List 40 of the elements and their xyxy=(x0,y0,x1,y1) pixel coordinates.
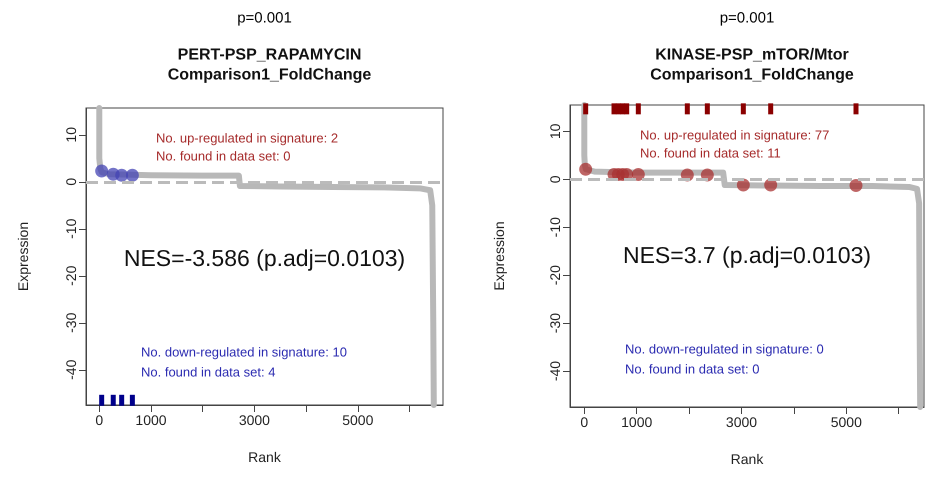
annotation: No. up-regulated in signature: 2 xyxy=(156,130,338,146)
y-tick-label: 10 xyxy=(547,123,563,140)
y-tick-label: -20 xyxy=(547,264,563,286)
text: p=0.001 xyxy=(720,10,774,26)
annotation: No. up-regulated in signature: 77 xyxy=(640,128,830,142)
y-tick-label: -30 xyxy=(63,312,79,333)
annotation: No. found in data set: 4 xyxy=(141,364,276,380)
x-tick-label: 0 xyxy=(95,412,104,428)
y-axis-title: Expression xyxy=(491,221,507,291)
y-tick-label: -40 xyxy=(63,359,79,380)
annotation: No. found in data set: 0 xyxy=(625,362,760,376)
x-tick-label: 5000 xyxy=(830,414,862,430)
annotation: No. down-regulated in signature: 10 xyxy=(141,344,347,360)
text: p=0.001 xyxy=(237,10,292,26)
x-tick-label: 3000 xyxy=(726,414,758,430)
y-tick-label: 0 xyxy=(547,175,563,184)
x-tick-label: 1000 xyxy=(135,412,167,428)
annotation: No. found in data set: 0 xyxy=(156,148,290,164)
x-axis-title: Rank xyxy=(248,449,282,465)
x-tick-label: 0 xyxy=(580,414,588,430)
x-tick-label: 1000 xyxy=(621,414,652,430)
x-tick-label: 5000 xyxy=(342,412,374,428)
y-tick-label: -10 xyxy=(547,216,563,238)
x-tick-label: 3000 xyxy=(238,412,270,428)
y-tick-label: -20 xyxy=(63,265,79,286)
annotation: No. found in data set: 11 xyxy=(640,146,781,160)
annotation: NES=3.7 (p.adj=0.0103) xyxy=(622,242,872,268)
chart-title: KINASE-PSP_mTOR/Mtor xyxy=(655,46,849,64)
y-tick-label: 10 xyxy=(63,126,79,143)
chart-title: PERT-PSP_RAPAMYCIN xyxy=(178,46,362,64)
annotation: NES=-3.586 (p.adj=0.0103) xyxy=(124,245,406,271)
y-axis-title: Expression xyxy=(15,222,31,292)
chart-subtitle: Comparison1_FoldChange xyxy=(650,66,854,84)
y-tick-label: -40 xyxy=(547,360,563,382)
x-axis-title: Rank xyxy=(730,451,764,467)
y-tick-label: -10 xyxy=(63,218,79,239)
y-tick-label: 0 xyxy=(63,178,79,186)
chart-subtitle: Comparison1_FoldChange xyxy=(168,66,372,84)
annotation: No. down-regulated in signature: 0 xyxy=(625,342,824,356)
y-tick-label: -30 xyxy=(547,312,563,334)
